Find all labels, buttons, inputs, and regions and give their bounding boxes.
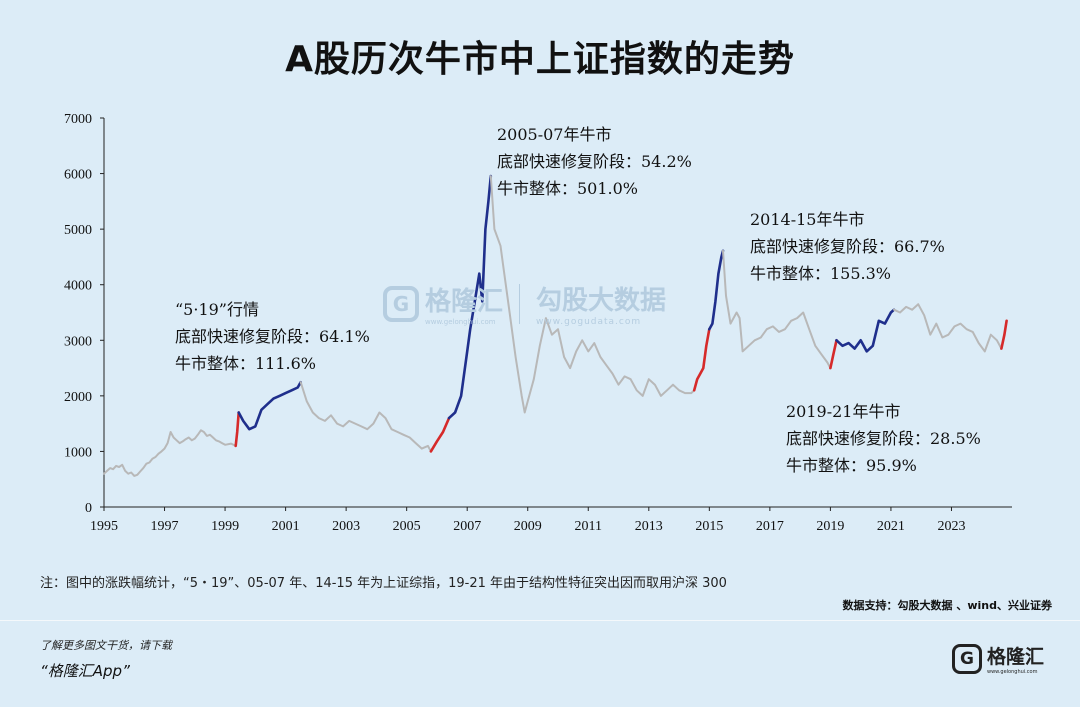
series-base-line	[489, 175, 696, 414]
x-tick-label: 1995	[90, 519, 118, 534]
annotation-2019-21: 2019-21年牛市 底部快速修复阶段：28.5% 牛市整体：95.9%	[786, 398, 981, 479]
x-tick-label: 2015	[695, 519, 723, 534]
annotation-recovery: 底部快速修复阶段：66.7%	[750, 237, 945, 256]
y-tick-label: 7000	[64, 112, 92, 127]
watermark-g-logo: G	[383, 285, 419, 322]
annotation-519: “5·19”行情 底部快速修复阶段：64.1% 牛市整体：111.6%	[175, 296, 370, 377]
x-tick-label: 2023	[937, 519, 965, 534]
series-base-line	[893, 303, 1003, 353]
annotation-title: “5·19”行情	[175, 300, 259, 319]
x-tick-label: 2011	[575, 519, 602, 534]
series-base-line	[722, 249, 832, 370]
y-tick-label: 2000	[64, 390, 92, 405]
series-recovery-line	[234, 411, 240, 448]
brand-logo[interactable]: G 格隆汇 www.gelonghui.com	[952, 642, 1044, 675]
watermark-partner: 勾股大数据	[536, 286, 667, 316]
annotation-recovery: 底部快速修复阶段：28.5%	[786, 429, 981, 448]
series-base-line	[103, 429, 237, 477]
series-bull-line	[835, 308, 896, 353]
x-tick-label: 2009	[514, 519, 542, 534]
y-tick-label: 3000	[64, 334, 92, 349]
annotation-overall: 牛市整体：95.9%	[786, 456, 917, 475]
x-tick-label: 1999	[211, 519, 239, 534]
watermark: G 格隆汇 www.gelonghui.com 勾股大数据 www.goguda…	[383, 280, 666, 327]
annotation-title: 2005-07年牛市	[497, 125, 612, 144]
x-tick-label: 2017	[756, 519, 784, 534]
index-lines	[103, 174, 1008, 477]
watermark-partner-url: www.gogudata.com	[536, 317, 642, 327]
x-tick-label: 2003	[332, 519, 360, 534]
watermark-divider	[519, 283, 521, 324]
y-tick-label: 6000	[64, 168, 92, 183]
annotation-recovery: 底部快速修复阶段：54.2%	[497, 152, 692, 171]
series-bull-line	[237, 380, 302, 431]
series-recovery-line	[1000, 319, 1008, 350]
x-tick-label: 2013	[635, 519, 663, 534]
watermark-brand: 格隆汇	[425, 287, 504, 317]
axes: 0 1000 2000 3000 4000 5000 6000 7000 1995 1997 199…	[64, 112, 1012, 534]
annotation-overall: 牛市整体：111.6%	[175, 354, 317, 373]
logo-url: www.gelonghui.com	[987, 669, 1038, 675]
chart-title: A股历次牛市中上证指数的走势	[285, 39, 795, 80]
x-tick-label: 2005	[393, 519, 421, 534]
app-name[interactable]: “格隆汇App”	[40, 662, 130, 680]
g-logo-icon: G	[952, 643, 982, 674]
x-tick-label: 2019	[816, 519, 844, 534]
series-base-line	[299, 381, 432, 453]
logo-text: 格隆汇	[987, 646, 1045, 668]
y-tick-label: 4000	[64, 279, 92, 294]
series-recovery-line	[429, 416, 451, 453]
y-tick-label: 1000	[64, 445, 92, 460]
download-prompt: 了解更多图文干货，请下载	[40, 639, 172, 652]
annotation-overall: 牛市整体：155.3%	[750, 264, 892, 283]
footer-divider	[0, 620, 1080, 621]
y-tick-label: 0	[85, 501, 92, 516]
footnote: 注：图中的涨跌幅统计，“5・19”、05-07 年、14-15 年为上证综指，1…	[40, 576, 727, 591]
annotation-2014-15: 2014-15年牛市 底部快速修复阶段：66.7% 牛市整体：155.3%	[750, 206, 945, 287]
annotation-recovery: 底部快速修复阶段：64.1%	[175, 327, 370, 346]
x-tick-label: 1997	[151, 519, 179, 534]
annotation-title: 2019-21年牛市	[786, 402, 901, 421]
data-source: 数据支持：勾股大数据 、wind、兴业证券	[842, 599, 1052, 612]
y-tick-label: 5000	[64, 223, 92, 238]
series-bull-line	[708, 249, 725, 331]
x-tick-label: 2001	[272, 519, 300, 534]
x-tick-label: 2021	[877, 519, 905, 534]
annotation-overall: 牛市整体：501.0%	[497, 179, 639, 198]
series-recovery-line	[829, 339, 838, 370]
annotation-title: 2014-15年牛市	[750, 210, 865, 229]
series-bull-line	[447, 174, 493, 420]
watermark-brand-url: www.gelonghui.com	[425, 318, 496, 326]
annotation-2005-07: 2005-07年牛市 底部快速修复阶段：54.2% 牛市整体：501.0%	[497, 121, 692, 202]
x-tick-label: 2007	[453, 519, 481, 534]
series-recovery-line	[692, 327, 711, 392]
